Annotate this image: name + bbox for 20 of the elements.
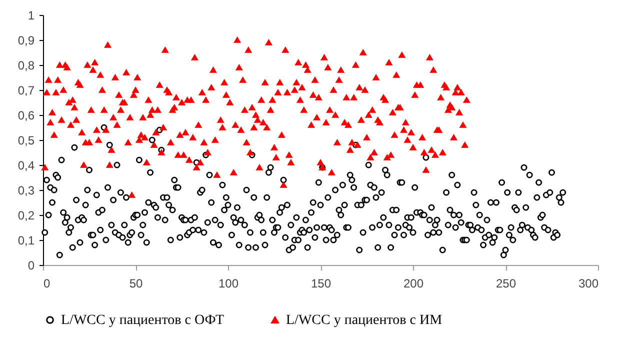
y-tick-label: 0 bbox=[28, 258, 35, 272]
x-tick-label: 300 bbox=[578, 276, 599, 290]
y-tick-label: 0,6 bbox=[18, 108, 35, 122]
x-tick-label: 0 bbox=[44, 276, 50, 290]
x-tick-label: 200 bbox=[403, 276, 424, 290]
y-tick-label: 1 bbox=[28, 8, 35, 22]
y-tick-label: 0,9 bbox=[18, 34, 35, 48]
y-tick-label: 0,8 bbox=[18, 58, 35, 72]
x-tick-label: 150 bbox=[310, 276, 332, 290]
y-tick-label: 0,1 bbox=[18, 234, 35, 248]
legend-label: L/WCC у пациентов с ИМ bbox=[286, 313, 443, 328]
x-tick-label: 250 bbox=[496, 276, 516, 290]
y-tick-label: 0,3 bbox=[18, 184, 35, 198]
y-tick-label: 0,5 bbox=[18, 134, 35, 148]
y-tick-label: 0,7 bbox=[18, 84, 35, 98]
y-tick-label: 0,2 bbox=[18, 208, 35, 222]
x-tick-label: 50 bbox=[129, 276, 143, 290]
x-tick-label: 100 bbox=[218, 276, 239, 290]
y-tick-label: 0,4 bbox=[18, 158, 35, 172]
legend-label: L/WCC у пациентов с ОФТ bbox=[61, 313, 224, 328]
